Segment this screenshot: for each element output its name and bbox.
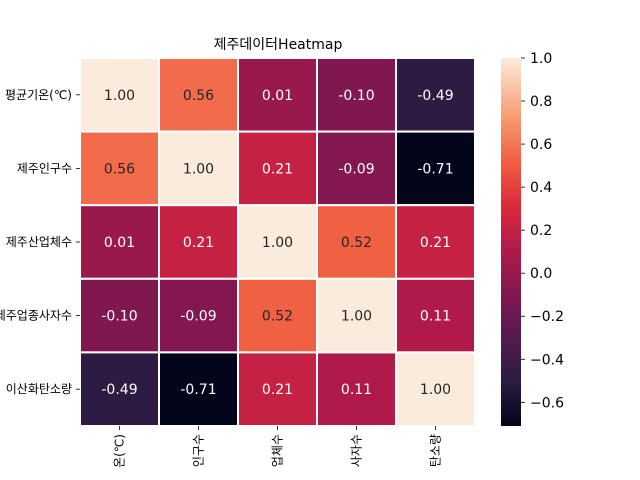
- heatmap-cell-label: 1.00: [341, 309, 372, 325]
- heatmap-cell-label: 0.21: [183, 235, 214, 251]
- colorbar: 1.0 0.8 0.6 0.4 0.2 0.0 −0.2 −0.4 −0.6: [501, 51, 564, 426]
- heatmap-cell-label: 0.21: [420, 235, 451, 251]
- heatmap-cell-label: -0.49: [417, 88, 453, 104]
- heatmap-cell: [237, 130, 318, 207]
- heatmap-cell: [395, 277, 476, 354]
- heatmap-cell: [158, 351, 239, 427]
- heatmap-cell: [316, 277, 397, 354]
- heatmap-cell-label: 0.01: [104, 235, 135, 251]
- heatmap-cell-label: -0.09: [338, 161, 374, 177]
- heatmap-cell-label: 0.56: [183, 88, 214, 104]
- colorbar-gradient: [501, 58, 521, 426]
- heatmap-cell-label: 0.52: [262, 309, 293, 325]
- chart-title: 제주데이터Heatmap: [214, 37, 343, 53]
- colorbar-tick-label: −0.4: [530, 352, 564, 368]
- heatmap-cells: 1.00 0.56 0.01 -0.10 -0.49 0.56 1.00 0.21 -0.09 -…: [79, 57, 476, 427]
- heatmap-cell-label: 1.00: [420, 382, 451, 398]
- colorbar-tick-label: 0.6: [530, 137, 552, 153]
- heatmap-cell-label: -0.09: [180, 309, 216, 325]
- heatmap-cell: [158, 277, 239, 354]
- heatmap-cell: [237, 277, 318, 354]
- heatmap-cell: [316, 204, 397, 280]
- heatmap-cell-label: 0.56: [104, 161, 135, 177]
- heatmap-cell-label: 0.01: [262, 88, 293, 104]
- colorbar-tick-label: 0.8: [530, 94, 552, 110]
- colorbar-tick-label: 0.2: [530, 223, 552, 239]
- heatmap-cell-label: 0.11: [420, 309, 451, 325]
- colorbar-tick-label: 0.0: [530, 266, 552, 282]
- heatmap-cell-label: -0.49: [101, 382, 137, 398]
- row-tick-label: 평균기온(℃): [5, 88, 72, 102]
- row-tick-label: 제주업종사자수: [0, 309, 72, 323]
- row-tick-label: 제주산업체수: [6, 235, 72, 249]
- col-tick-label: 인구수: [192, 434, 206, 467]
- heatmap-cell: [158, 204, 239, 280]
- heatmap-cell: [79, 351, 160, 427]
- col-tick-labels: 온(℃) 인구수 업체수 사자수 탄소량: [113, 426, 443, 468]
- colorbar-tick-label: 1.0: [530, 51, 552, 67]
- row-tick-label: 이산화탄소량: [6, 382, 72, 396]
- colorbar-tick-label: −0.2: [530, 309, 564, 325]
- col-tick-label: 탄소량: [429, 434, 443, 467]
- heatmap-cell: [237, 351, 318, 427]
- heatmap-cell-label: 1.00: [104, 88, 135, 104]
- heatmap-cell-label: 1.00: [183, 161, 214, 177]
- col-tick-label: 사자수: [350, 434, 364, 467]
- heatmap-cell-label: 0.52: [341, 235, 372, 251]
- heatmap-cell-label: -0.10: [338, 88, 374, 104]
- heatmap-cell-label: 0.11: [341, 382, 372, 398]
- colorbar-tick-label: −0.6: [530, 395, 564, 411]
- heatmap-cell-label: -0.10: [101, 309, 137, 325]
- heatmap-cell-label: 0.21: [262, 161, 293, 177]
- heatmap-cell: [395, 130, 476, 207]
- row-tick-label: 제주인구수: [17, 161, 72, 175]
- heatmap-cell-label: -0.71: [180, 382, 216, 398]
- heatmap-cell-label: -0.71: [417, 161, 453, 177]
- colorbar-tick-label: 0.4: [530, 180, 552, 196]
- col-tick-label: 온(℃): [113, 434, 127, 468]
- heatmap-cell-label: 1.00: [262, 235, 293, 251]
- heatmap-cell-label: 0.21: [262, 382, 293, 398]
- col-tick-label: 업체수: [271, 434, 285, 467]
- heatmap-cell: [158, 57, 239, 133]
